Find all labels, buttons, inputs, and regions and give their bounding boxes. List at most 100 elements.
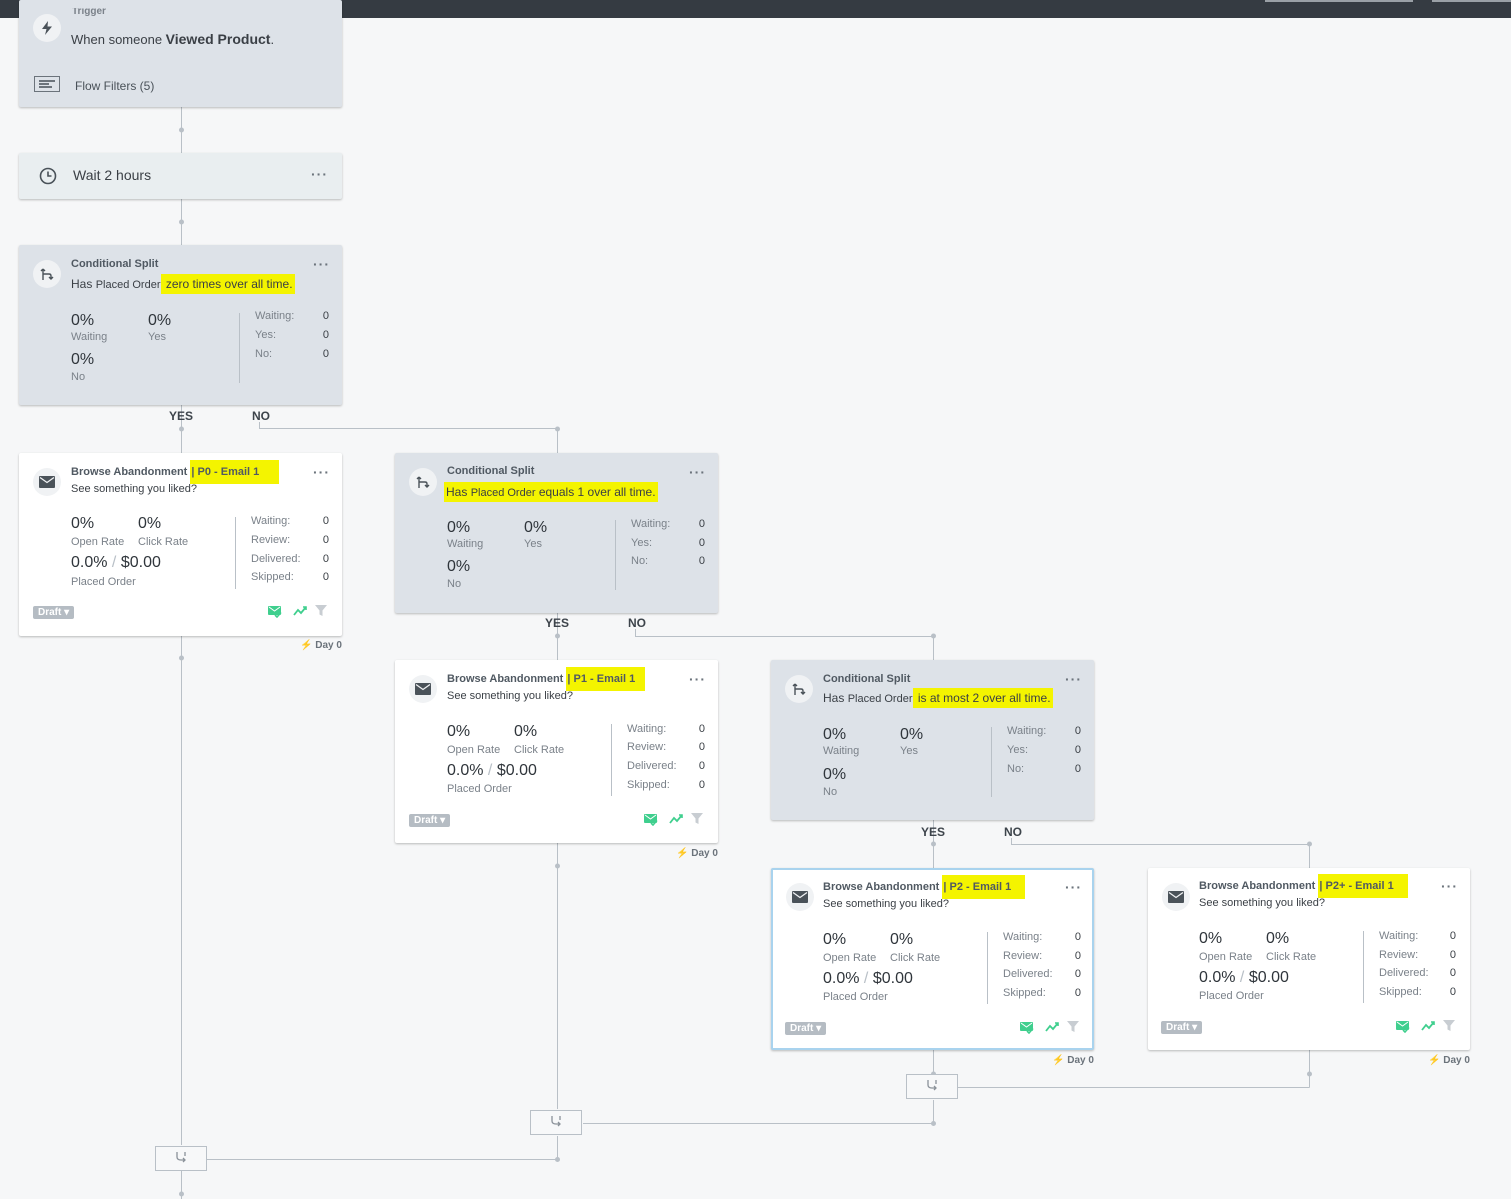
click-rate-label: Click Rate [890,952,941,964]
merge-node[interactable] [906,1074,958,1099]
stat-value: 0 [1074,987,1081,999]
email-subject: See something you liked? [823,898,949,910]
stat-label: Skipped: [251,571,294,583]
funnel-icon[interactable] [691,812,703,830]
merge-node[interactable] [155,1146,207,1171]
email-menu-button[interactable]: ··· [1441,878,1458,894]
stat-value: 0 [1449,986,1456,998]
stat-value: 0 [698,741,705,753]
split-condition: Has Placed Order equals 1 over all time. [444,482,658,502]
stat-label: Waiting: [1379,930,1419,942]
stat-label: Waiting: [255,310,295,322]
envelope-icon [409,675,437,703]
email-card[interactable]: Browse Abandonment | P2+ - Email 1 See s… [1148,868,1470,1050]
email-card-selected[interactable]: Browse Abandonment | P2 - Email 1 See so… [771,868,1094,1050]
merge-icon [926,1078,938,1096]
email-title: Browse Abandonment | P2 - Email 1 [823,875,1026,899]
yes-branch-label: YES [921,825,946,839]
yes-label: Yes [900,745,918,757]
email-subject: See something you liked? [447,690,573,702]
status-dropdown[interactable]: Draft ▾ [409,814,451,827]
stat-label: No: [255,348,273,360]
waiting-label: Waiting [71,331,108,343]
email-menu-button[interactable]: ··· [313,464,330,480]
lightning-icon [33,14,61,42]
delay-label: ⚡ Day 0 [1052,1055,1094,1066]
open-rate-label: Open Rate [71,536,125,548]
funnel-icon[interactable] [315,604,327,622]
click-rate-value: 0% [514,723,538,740]
stat-label: Delivered: [1379,967,1429,979]
no-percent: 0% [447,558,471,575]
mail-check-icon[interactable] [1396,1019,1410,1038]
placed-order-label: Placed Order [1199,990,1264,1002]
split-menu-button[interactable]: ··· [313,256,330,272]
stat-label: Skipped: [1003,987,1046,999]
placed-order-value: 0.0% / $0.00 [71,554,161,571]
split-condition: Has Placed Order zero times over all tim… [71,274,295,294]
delay-label: ⚡ Day 0 [300,640,342,651]
waiting-label: Waiting [447,538,484,550]
split-menu-button[interactable]: ··· [1065,671,1082,687]
divider [1363,931,1364,1003]
stat-value: 0 [698,555,705,567]
email-card[interactable]: Browse Abandonment | P1 - Email 1 See so… [395,660,718,843]
split-title: Conditional Split [823,673,911,685]
trend-icon[interactable] [669,812,683,830]
conditional-split-card[interactable]: Conditional Split Has Placed Order zero … [19,245,342,405]
click-rate-value: 0% [890,931,914,948]
conditional-split-card[interactable]: Conditional Split Has Placed Order is at… [771,660,1094,820]
flow-filters-link[interactable]: Flow Filters (5) [75,79,155,93]
stat-value: 0 [1449,930,1456,942]
stat-label: Waiting: [251,515,291,527]
mail-check-icon[interactable] [268,604,282,623]
trigger-card[interactable]: Trigger When someone Viewed Product. Flo… [19,0,342,107]
top-bar-control[interactable] [1432,0,1511,2]
stat-value: 0 [322,329,329,341]
divider [235,517,236,589]
merge-icon [175,1150,187,1168]
conditional-split-card[interactable]: Conditional Split Has Placed Order equal… [395,453,718,613]
status-dropdown[interactable]: Draft ▾ [785,1022,827,1035]
placed-order-value: 0.0% / $0.00 [823,970,913,987]
mail-check-icon[interactable] [1020,1020,1034,1039]
stat-value: 0 [1449,967,1456,979]
waiting-label: Waiting [823,745,860,757]
split-title: Conditional Split [447,465,535,477]
delay-label: ⚡ Day 0 [1428,1055,1470,1066]
yes-percent: 0% [524,519,548,536]
wait-card[interactable]: Wait 2 hours ··· [19,153,342,199]
stat-label: Review: [627,741,667,753]
funnel-icon[interactable] [1443,1019,1455,1037]
yes-label: Yes [524,538,542,550]
email-card[interactable]: Browse Abandonment | P0 - Email 1 See so… [19,453,342,636]
wait-menu-button[interactable]: ··· [311,166,328,182]
envelope-icon [33,468,61,496]
wait-label: Wait 2 hours [73,167,152,183]
yes-label: Yes [148,331,166,343]
stat-value: 0 [322,571,329,583]
stat-value: 0 [1074,950,1081,962]
status-dropdown[interactable]: Draft ▾ [33,606,75,619]
trend-icon[interactable] [1045,1020,1059,1038]
stat-value: 0 [322,534,329,546]
mail-check-icon[interactable] [644,812,658,831]
email-menu-button[interactable]: ··· [1065,879,1082,895]
funnel-icon[interactable] [1067,1020,1079,1038]
email-menu-button[interactable]: ··· [689,671,706,687]
split-arrows-icon [785,675,813,703]
stat-value: 0 [1074,931,1081,943]
waiting-percent: 0% [447,519,471,536]
merge-node[interactable] [530,1110,582,1135]
envelope-icon [1162,883,1190,911]
no-branch-label: NO [628,616,646,630]
divider [615,520,616,590]
split-menu-button[interactable]: ··· [689,464,706,480]
status-dropdown[interactable]: Draft ▾ [1161,1021,1203,1034]
stat-value: 0 [322,310,329,322]
top-bar-control[interactable] [1265,0,1413,2]
stat-value: 0 [1449,949,1456,961]
trend-icon[interactable] [293,604,307,622]
placed-order-label: Placed Order [447,783,512,795]
trend-icon[interactable] [1421,1019,1435,1037]
